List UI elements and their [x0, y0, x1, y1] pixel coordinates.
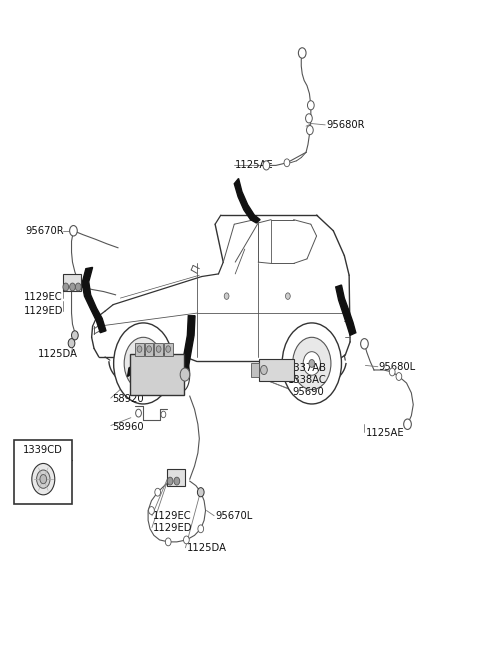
FancyBboxPatch shape — [164, 343, 172, 356]
Text: 1125DA: 1125DA — [38, 348, 78, 359]
Circle shape — [224, 293, 229, 299]
Circle shape — [165, 538, 171, 546]
Circle shape — [40, 475, 47, 483]
Circle shape — [360, 339, 368, 349]
Circle shape — [137, 346, 142, 352]
Text: 1337AB: 1337AB — [288, 363, 327, 373]
Circle shape — [149, 506, 155, 514]
Circle shape — [261, 365, 267, 375]
Polygon shape — [234, 178, 260, 223]
Circle shape — [161, 411, 166, 418]
Circle shape — [307, 126, 313, 135]
Polygon shape — [128, 354, 187, 379]
Bar — [63, 274, 81, 291]
Text: 1339CD: 1339CD — [24, 445, 63, 455]
FancyBboxPatch shape — [145, 343, 154, 356]
Circle shape — [263, 161, 270, 170]
Circle shape — [284, 159, 290, 167]
Circle shape — [286, 293, 290, 299]
Circle shape — [124, 337, 162, 390]
Bar — [14, 440, 72, 504]
Text: 1129ED: 1129ED — [24, 305, 63, 316]
Text: 95680R: 95680R — [326, 120, 365, 130]
FancyBboxPatch shape — [130, 354, 183, 396]
Circle shape — [75, 283, 81, 291]
Circle shape — [299, 48, 306, 58]
Text: 1125DA: 1125DA — [186, 544, 227, 553]
Circle shape — [63, 283, 69, 291]
Circle shape — [155, 488, 160, 496]
Circle shape — [303, 352, 321, 375]
Circle shape — [404, 419, 411, 430]
Circle shape — [282, 323, 341, 404]
Text: 1129EC: 1129EC — [153, 511, 192, 521]
Circle shape — [36, 470, 50, 488]
FancyBboxPatch shape — [135, 343, 144, 356]
FancyBboxPatch shape — [155, 343, 163, 356]
Polygon shape — [82, 267, 106, 333]
Bar — [251, 363, 259, 377]
Circle shape — [180, 368, 190, 381]
Circle shape — [72, 331, 78, 340]
Circle shape — [147, 346, 152, 352]
Bar — [259, 359, 294, 381]
Circle shape — [198, 525, 204, 533]
Text: 95690: 95690 — [293, 386, 324, 396]
Circle shape — [156, 346, 161, 352]
Text: 58960: 58960 — [112, 422, 144, 432]
Text: 95670L: 95670L — [215, 511, 252, 521]
Circle shape — [183, 536, 189, 544]
Circle shape — [70, 225, 77, 236]
Circle shape — [68, 339, 75, 348]
Bar — [167, 469, 185, 485]
Circle shape — [308, 101, 314, 110]
Circle shape — [135, 352, 152, 375]
Circle shape — [396, 373, 402, 381]
Text: 1129EC: 1129EC — [24, 292, 62, 303]
Text: 1125AE: 1125AE — [235, 160, 274, 170]
Circle shape — [293, 337, 331, 390]
Text: 1125AE: 1125AE — [365, 428, 404, 438]
Circle shape — [306, 114, 312, 123]
Polygon shape — [336, 285, 356, 335]
Text: 95670R: 95670R — [25, 226, 64, 236]
Circle shape — [141, 360, 146, 367]
Circle shape — [309, 360, 315, 367]
Circle shape — [70, 283, 75, 291]
Circle shape — [389, 368, 395, 376]
Text: 1338AC: 1338AC — [288, 375, 326, 384]
Polygon shape — [180, 316, 195, 373]
Text: 1129ED: 1129ED — [153, 523, 192, 533]
Circle shape — [136, 409, 142, 417]
Text: 58920: 58920 — [112, 394, 144, 404]
Text: 95680L: 95680L — [379, 362, 416, 372]
Circle shape — [114, 323, 173, 404]
Circle shape — [197, 487, 204, 496]
Circle shape — [167, 477, 173, 485]
Circle shape — [32, 464, 55, 495]
Circle shape — [166, 346, 170, 352]
Circle shape — [174, 477, 180, 485]
